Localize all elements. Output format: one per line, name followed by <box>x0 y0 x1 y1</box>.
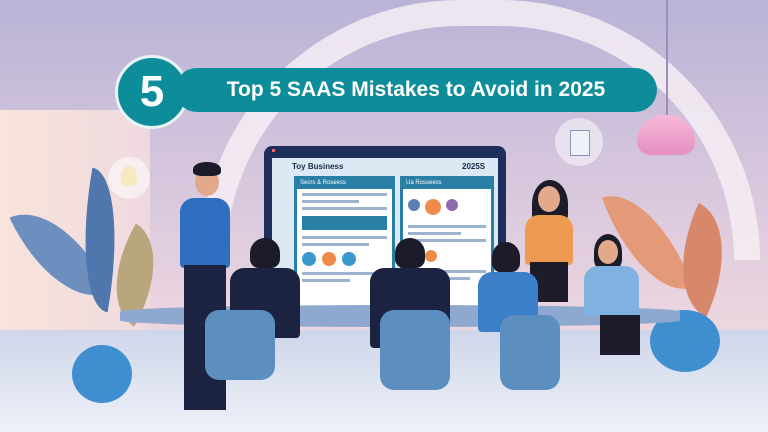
title-banner: Top 5 SAAS Mistakes to Avoid in 2025 <box>175 68 657 112</box>
screen-heading: Toy Business <box>292 162 344 171</box>
screen-year: 2025S <box>462 162 486 171</box>
pendant-lamp-icon <box>637 115 695 155</box>
lightbulb-icon <box>108 157 150 199</box>
left-card: Secrs & Roseess <box>294 176 395 310</box>
bulb-glass <box>121 166 137 186</box>
document-icon <box>555 118 603 166</box>
lamp-cord <box>666 0 668 118</box>
left-card-title: Secrs & Roseess <box>297 179 392 189</box>
document-sheet <box>570 130 590 156</box>
window-dot <box>272 149 275 152</box>
right-card-title: Ua Rosseess <box>403 179 491 189</box>
